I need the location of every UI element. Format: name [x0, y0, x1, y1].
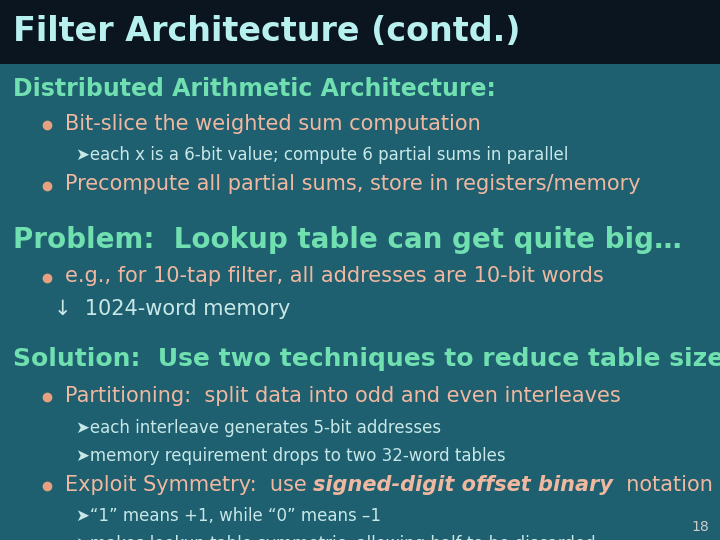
Text: signed-digit offset binary: signed-digit offset binary — [313, 475, 613, 495]
Text: ➤each interleave generates 5-bit addresses: ➤each interleave generates 5-bit address… — [76, 418, 441, 436]
Text: ↓  1024-word memory: ↓ 1024-word memory — [54, 299, 290, 319]
Text: Partitioning:  split data into odd and even interleaves: Partitioning: split data into odd and ev… — [65, 386, 621, 406]
Text: Distributed Arithmetic Architecture:: Distributed Arithmetic Architecture: — [13, 77, 496, 101]
Text: Problem:  Lookup table can get quite big…: Problem: Lookup table can get quite big… — [13, 226, 682, 254]
Text: Bit-slice the weighted sum computation: Bit-slice the weighted sum computation — [65, 114, 480, 134]
Text: ➤each x is a 6-bit value; compute 6 partial sums in parallel: ➤each x is a 6-bit value; compute 6 part… — [76, 146, 568, 164]
Text: Solution:  Use two techniques to reduce table size:: Solution: Use two techniques to reduce t… — [13, 347, 720, 371]
Text: 18: 18 — [691, 519, 709, 534]
Text: notation: notation — [613, 475, 713, 495]
Text: Exploit Symmetry:  use: Exploit Symmetry: use — [65, 475, 313, 495]
Text: e.g., for 10-tap filter, all addresses are 10-bit words: e.g., for 10-tap filter, all addresses a… — [65, 266, 603, 286]
Text: ➤memory requirement drops to two 32-word tables: ➤memory requirement drops to two 32-word… — [76, 447, 505, 464]
Text: ➤makes lookup table symmetric, allowing half to be discarded: ➤makes lookup table symmetric, allowing … — [76, 535, 595, 540]
Bar — [0, 0, 720, 64]
Text: ➤“1” means +1, while “0” means –1: ➤“1” means +1, while “0” means –1 — [76, 507, 381, 525]
Text: Filter Architecture (contd.): Filter Architecture (contd.) — [13, 15, 521, 49]
Text: Precompute all partial sums, store in registers/memory: Precompute all partial sums, store in re… — [65, 174, 640, 194]
